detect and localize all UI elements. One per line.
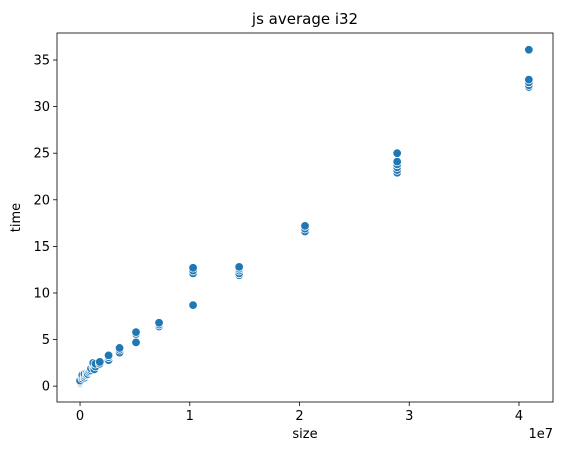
y-axis-label: time xyxy=(9,203,24,232)
y-tick-label: 35 xyxy=(33,54,50,69)
y-tick-label: 25 xyxy=(33,147,50,162)
x-tick-label: 1 xyxy=(186,409,194,424)
x-axis-label: size xyxy=(292,427,317,442)
data-point xyxy=(300,221,310,231)
data-point xyxy=(131,327,141,337)
y-axis-ticks: 0 5 10 15 20 25 30 35 xyxy=(33,54,57,395)
data-point xyxy=(131,337,141,348)
data-point xyxy=(524,45,534,55)
x-tick-label: 0 xyxy=(76,409,84,424)
x-tick-label: 4 xyxy=(515,409,523,424)
x-axis-ticks: 0 1 2 3 4 xyxy=(76,402,523,424)
y-tick-label: 15 xyxy=(33,240,50,255)
y-tick-label: 5 xyxy=(42,333,50,348)
data-point xyxy=(524,74,534,85)
data-point xyxy=(114,343,125,353)
data-point xyxy=(234,262,244,272)
x-tick-label: 2 xyxy=(295,409,303,424)
y-tick-label: 10 xyxy=(33,286,50,301)
data-points xyxy=(75,45,534,389)
y-tick-label: 30 xyxy=(33,100,50,115)
x-axis-offset-label: 1e7 xyxy=(528,427,553,442)
y-tick-label: 0 xyxy=(42,380,50,395)
data-point xyxy=(188,263,198,273)
x-tick-label: 3 xyxy=(405,409,413,424)
plot-frame xyxy=(56,32,554,403)
data-point xyxy=(188,300,198,310)
data-point xyxy=(392,156,402,167)
data-point xyxy=(392,148,402,158)
data-point xyxy=(103,350,114,361)
y-tick-label: 20 xyxy=(33,193,50,208)
data-point xyxy=(154,318,164,328)
data-point xyxy=(95,357,105,367)
chart-title: js average i32 xyxy=(251,10,358,28)
